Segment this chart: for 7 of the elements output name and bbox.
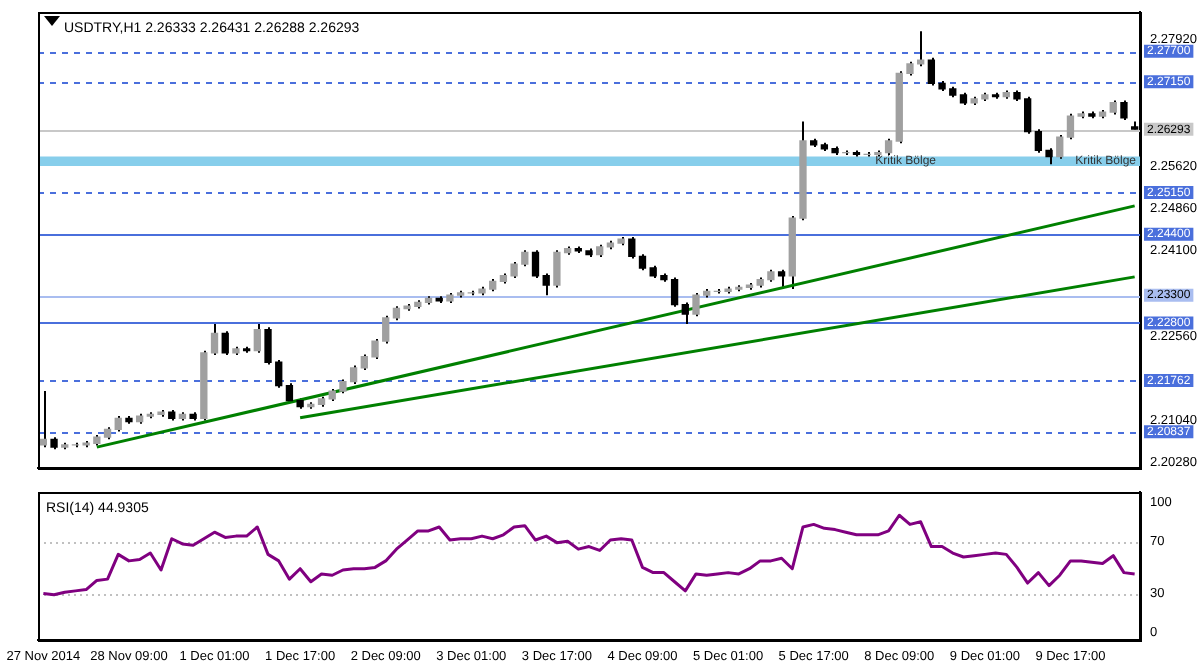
candlestick <box>628 235 636 260</box>
candlestick <box>210 323 219 357</box>
candlestick <box>531 249 540 279</box>
candlestick <box>542 272 550 297</box>
candlestick <box>1120 99 1128 121</box>
candlestick <box>221 330 229 357</box>
candlestick <box>681 301 689 326</box>
